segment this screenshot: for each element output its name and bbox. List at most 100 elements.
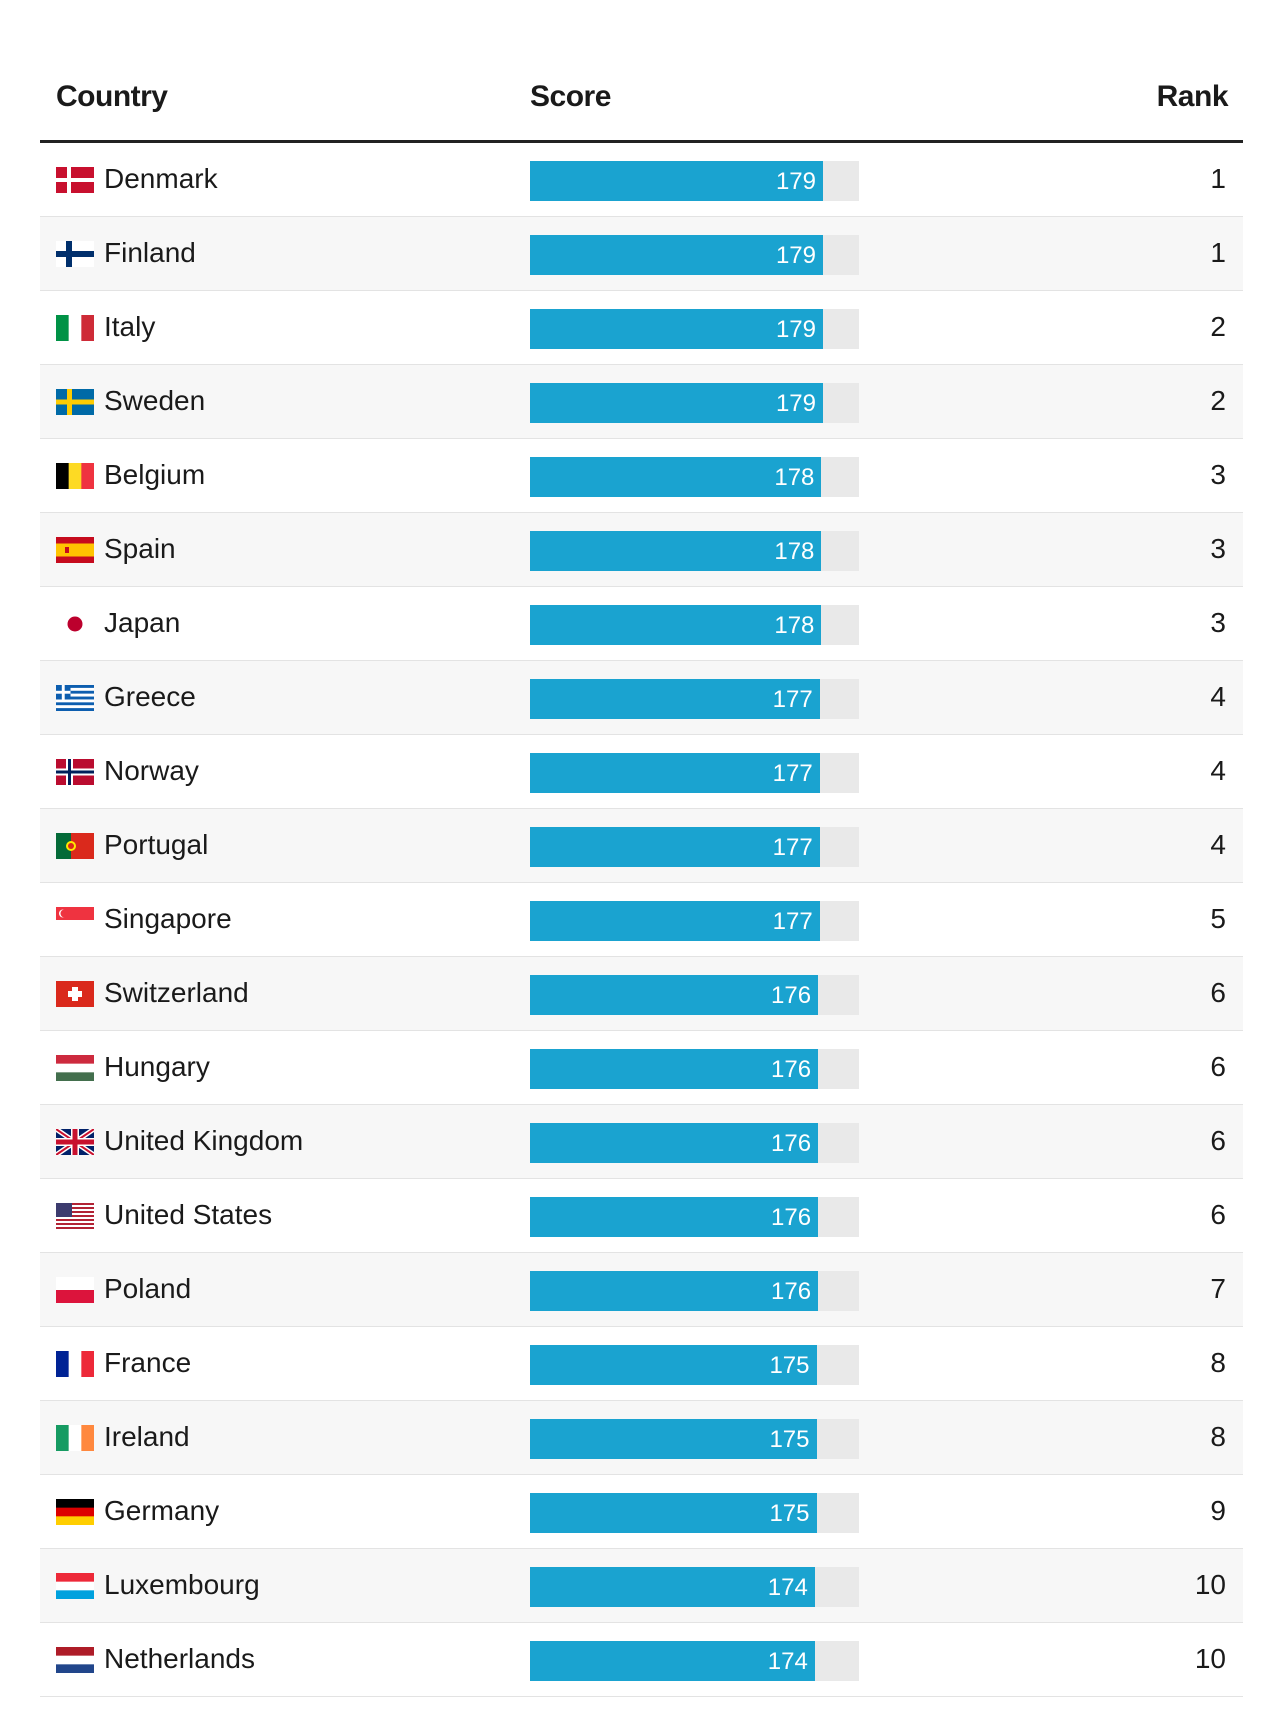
finland-flag (56, 241, 94, 267)
netherlands-flag (56, 1647, 94, 1673)
table-row: Belgium 178 3 (40, 439, 1243, 513)
italy-flag (56, 315, 94, 341)
country-name: Hungary (104, 1051, 210, 1082)
france-flag (56, 1351, 94, 1377)
score-value: 177 (772, 760, 813, 787)
score-bar: 176 (530, 975, 819, 1015)
rank-value: 6 (1210, 1199, 1226, 1230)
score-cell: 179 (530, 309, 860, 349)
ireland-flag (56, 1425, 94, 1451)
score-value: 178 (774, 612, 815, 639)
score-bar: 174 (530, 1641, 815, 1681)
rank-value: 8 (1210, 1347, 1226, 1378)
united-states-flag (56, 1203, 94, 1229)
table-row: Hungary 176 6 (40, 1031, 1243, 1105)
score-bar: 179 (530, 383, 823, 423)
country-name: Ireland (104, 1421, 190, 1452)
rank-value: 7 (1210, 1273, 1226, 1304)
rank-value: 3 (1210, 533, 1226, 564)
country-name: Denmark (104, 163, 218, 194)
score-bar: 176 (530, 1049, 819, 1089)
rank-value: 6 (1210, 977, 1226, 1008)
score-cell: 178 (530, 457, 860, 497)
country-name: Singapore (104, 903, 232, 934)
switzerland-flag (56, 981, 94, 1007)
rank-value: 9 (1210, 1495, 1226, 1526)
table-row: Finland 179 1 (40, 217, 1243, 291)
rank-value: 6 (1210, 1125, 1226, 1156)
rank-value: 1 (1210, 163, 1226, 194)
country-name: Netherlands (104, 1643, 255, 1674)
country-name: Japan (104, 607, 181, 638)
rank-value: 1 (1210, 237, 1226, 268)
country-name: Greece (104, 681, 196, 712)
table-row: Switzerland 176 6 (40, 957, 1243, 1031)
table-row: Norway 177 4 (40, 735, 1243, 809)
score-cell: 174 (530, 1641, 860, 1681)
table-row: Germany 175 9 (40, 1475, 1243, 1549)
country-name: Portugal (104, 829, 209, 860)
rank-value: 10 (1194, 1643, 1226, 1674)
score-value: 177 (772, 834, 813, 861)
score-cell: 175 (530, 1419, 860, 1459)
table-row: United Kingdom 176 6 (40, 1105, 1243, 1179)
denmark-flag (56, 167, 94, 193)
score-bar: 179 (530, 235, 823, 275)
hungary-flag (56, 1055, 94, 1081)
luxembourg-flag (56, 1573, 94, 1599)
score-value: 179 (775, 316, 816, 343)
rank-value: 6 (1210, 1051, 1226, 1082)
score-value: 178 (774, 464, 815, 491)
score-value: 176 (771, 1278, 812, 1305)
rank-value: 10 (1194, 1569, 1226, 1600)
score-value: 176 (771, 1130, 812, 1157)
germany-flag (56, 1499, 94, 1525)
score-cell: 179 (530, 161, 860, 201)
country-name: Italy (104, 311, 156, 342)
rank-value: 8 (1210, 1421, 1226, 1452)
score-cell: 176 (530, 1123, 860, 1163)
score-bar: 177 (530, 679, 820, 719)
poland-flag (56, 1277, 94, 1303)
singapore-flag (56, 907, 94, 933)
table-row: Netherlands 174 10 (40, 1623, 1243, 1697)
table-row: Singapore 177 5 (40, 883, 1243, 957)
score-bar: 178 (530, 531, 822, 571)
japan-flag (56, 611, 94, 637)
country-name: United States (104, 1199, 273, 1230)
score-value: 177 (772, 686, 813, 713)
score-bar: 179 (530, 161, 823, 201)
country-column-header: Country (56, 80, 168, 113)
score-value: 177 (772, 908, 813, 935)
rank-value: 3 (1210, 607, 1226, 638)
score-bar: 175 (530, 1345, 817, 1385)
score-bar: 175 (530, 1493, 817, 1533)
score-value: 176 (771, 1056, 812, 1083)
country-name: Spain (104, 533, 176, 564)
score-value: 175 (769, 1500, 810, 1527)
score-bar: 176 (530, 1271, 819, 1311)
score-column-header: Score (530, 80, 611, 113)
score-cell: 177 (530, 679, 860, 719)
score-bar: 177 (530, 827, 820, 867)
rank-value: 4 (1210, 681, 1226, 712)
score-cell: 176 (530, 975, 860, 1015)
score-bar: 179 (530, 309, 823, 349)
score-value: 174 (767, 1648, 808, 1675)
score-value: 176 (771, 982, 812, 1009)
score-value: 175 (769, 1426, 810, 1453)
score-bar: 177 (530, 901, 820, 941)
portugal-flag (56, 833, 94, 859)
score-bar: 175 (530, 1419, 817, 1459)
table-row: Greece 177 4 (40, 661, 1243, 735)
score-cell: 179 (530, 235, 860, 275)
table-row: Denmark 179 1 (40, 143, 1243, 217)
score-cell: 175 (530, 1493, 860, 1533)
country-name: Luxembourg (104, 1569, 260, 1600)
score-bar: 174 (530, 1567, 815, 1607)
table-row: Poland 176 7 (40, 1253, 1243, 1327)
score-value: 179 (775, 390, 816, 417)
score-cell: 174 (530, 1567, 860, 1607)
score-bar: 177 (530, 753, 820, 793)
table-row: Luxembourg 174 10 (40, 1549, 1243, 1623)
